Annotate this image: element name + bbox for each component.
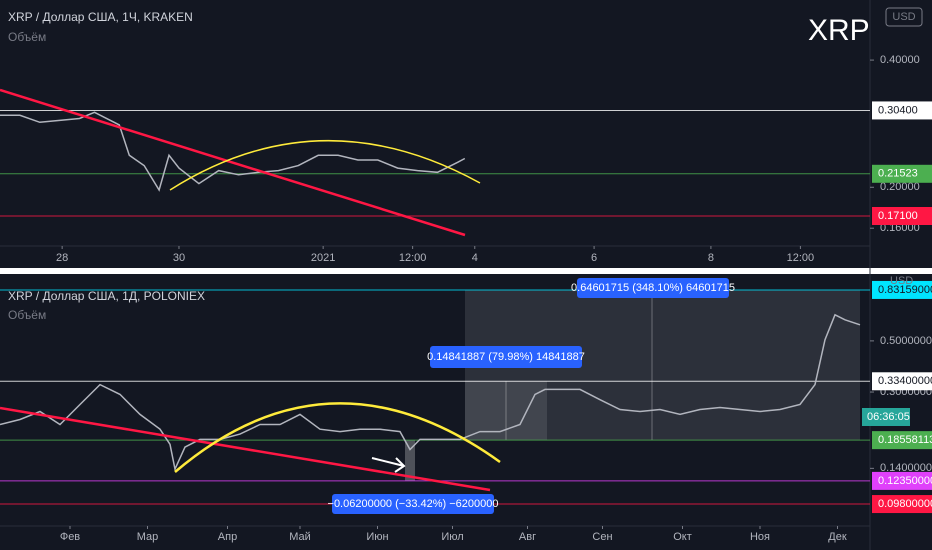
- x-tick-label: 4: [472, 252, 478, 264]
- price-level-box: [872, 495, 932, 514]
- price-level-label: 0.30400: [878, 104, 918, 116]
- countdown-box: [862, 408, 910, 426]
- measure-area: [405, 440, 415, 481]
- measure-label-box: [577, 278, 729, 298]
- chart-title: XRP / Доллар США, 1Д, POLONIEX: [8, 289, 205, 303]
- x-tick-label: 30: [173, 252, 185, 264]
- price-level-label: 0.33400000: [878, 375, 932, 387]
- x-tick-label: Мар: [137, 531, 159, 543]
- x-tick-label: Окт: [673, 531, 692, 543]
- y-tick-label: 0.16000: [880, 222, 920, 234]
- chart-title: XRP / Доллар США, 1Ч, KRAKEN: [8, 10, 193, 24]
- volume-label: Объём: [8, 30, 46, 44]
- price-level-label: 0.17100: [878, 210, 918, 222]
- measure-label: 0.64601715 (348.10%) 64601715: [571, 282, 735, 294]
- x-tick-label: Сен: [592, 531, 612, 543]
- x-tick-label: 12:00: [787, 252, 815, 264]
- price-level-label: 0.21523: [878, 168, 918, 180]
- x-tick-label: 2021: [311, 252, 335, 264]
- price-level-box: [872, 280, 932, 299]
- measure-label-box: [332, 494, 494, 514]
- price-level-box: [872, 207, 932, 226]
- x-tick-label: Апр: [218, 531, 237, 543]
- panel-divider: [0, 268, 932, 274]
- price-line: [0, 313, 861, 472]
- x-tick-label: Авг: [519, 531, 536, 543]
- price-level-box: [872, 431, 932, 450]
- currency-box[interactable]: [885, 7, 923, 27]
- x-tick-label: Июл: [441, 531, 463, 543]
- trend-line: [0, 406, 491, 492]
- x-tick-label: 28: [56, 252, 68, 264]
- x-tick-label: 6: [591, 252, 597, 264]
- price-level-box: [872, 164, 932, 183]
- countdown: 06:36:05: [867, 411, 910, 423]
- y-tick-label: 0.20000: [880, 181, 920, 193]
- currency[interactable]: USD: [890, 275, 913, 287]
- x-tick-label: Дек: [828, 531, 847, 543]
- measure-label: 0.14841887 (79.98%) 14841887: [427, 351, 585, 363]
- price-level-label: 0.83159000: [878, 284, 932, 296]
- y-tick-label: 0.14000000: [880, 462, 932, 474]
- x-tick-label: Май: [289, 531, 311, 543]
- y-tick-label: 0.40000: [880, 54, 920, 66]
- x-tick-label: Фев: [60, 531, 80, 543]
- price-level-label: 0.18558113: [878, 434, 932, 446]
- x-tick-label: Июн: [366, 531, 388, 543]
- x-tick-label: 12:00: [399, 252, 427, 264]
- price-level-label: 0.12350000: [878, 475, 932, 487]
- currency[interactable]: USD: [892, 11, 915, 23]
- x-tick-label: Ноя: [750, 531, 770, 543]
- price-level-box: [872, 101, 932, 120]
- measure-label-box: [430, 346, 582, 368]
- trend-line: [0, 88, 466, 237]
- price-level-box: [872, 372, 932, 391]
- volume-label: Объём: [8, 308, 46, 322]
- arrow: [371, 457, 406, 473]
- plot-layer: 0.40000 0.20000 0.16000 28 30 2021 12:00 4 6 8 12:…: [0, 54, 932, 543]
- measure-label: −0.06200000 (−33.42%) −6200000: [328, 498, 499, 510]
- watermark: XRP: [808, 14, 870, 47]
- price-level-box: [872, 471, 932, 490]
- arc-drawing: [174, 402, 501, 473]
- x-tick-label: 8: [708, 252, 714, 264]
- arc-drawing: [169, 139, 481, 191]
- price-level-label: 0.09800000: [878, 498, 932, 510]
